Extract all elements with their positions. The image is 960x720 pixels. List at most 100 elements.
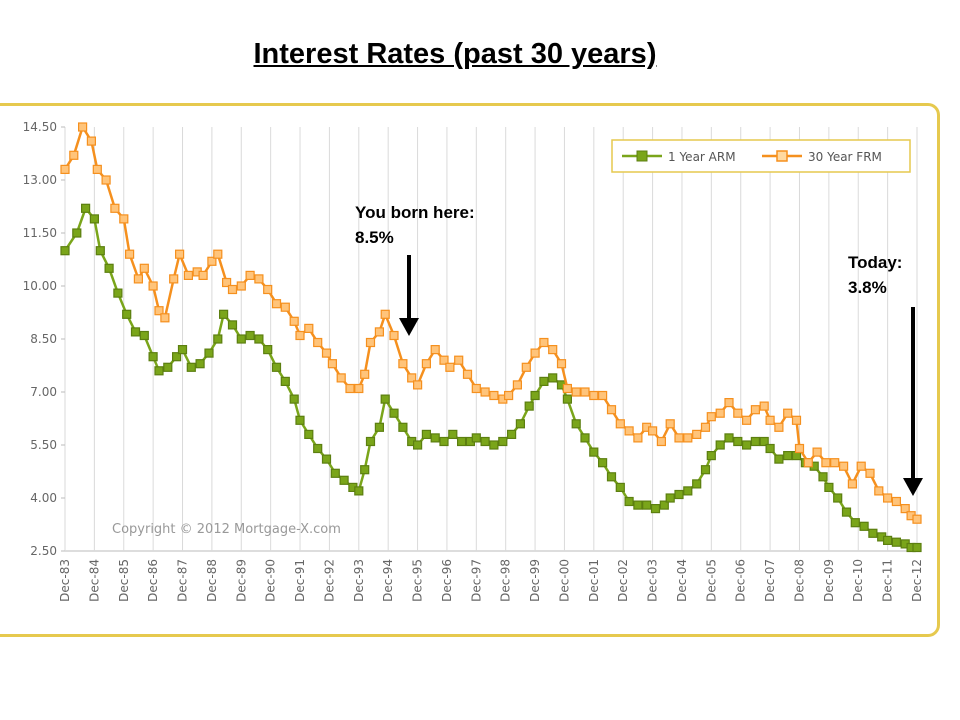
data-point: [204, 348, 214, 358]
data-point: [271, 362, 282, 372]
data-point: [759, 401, 769, 411]
x-tick-label: Dec-92: [322, 559, 336, 602]
data-point: [580, 433, 590, 443]
data-point: [530, 390, 540, 401]
data-point: [659, 500, 669, 510]
legend-marker-arm: [636, 150, 648, 162]
data-point: [741, 440, 752, 450]
data-point: [765, 415, 775, 425]
y-tick-label: 11.50: [23, 226, 57, 240]
data-point: [254, 274, 264, 284]
data-point: [213, 249, 223, 259]
x-tick-label: Dec-09: [822, 559, 836, 602]
data-point: [295, 415, 305, 425]
data-point: [195, 359, 205, 369]
legend-label-arm: 1 Year ARM: [668, 150, 736, 164]
data-point: [339, 475, 349, 485]
x-tick-label: Dec-00: [557, 559, 571, 602]
data-point: [706, 412, 716, 422]
annotation-today-line1: Today:: [848, 253, 903, 272]
data-point: [336, 373, 346, 383]
data-point: [530, 348, 540, 358]
x-tick-label: Dec-10: [851, 559, 865, 602]
x-axis-ticks: Dec-83 Dec-84 Dec-85 Dec-86 Dec-87 Dec-88 Dec-…: [58, 559, 924, 602]
data-point: [480, 436, 490, 447]
data-point: [398, 359, 408, 369]
data-point: [445, 362, 455, 372]
data-point: [207, 256, 217, 266]
chart-legend: 1 Year ARM 30 Year FRM: [611, 139, 911, 173]
data-point: [227, 284, 238, 295]
data-point: [86, 136, 97, 146]
data-point: [683, 486, 693, 496]
data-point: [101, 175, 111, 185]
data-point: [313, 337, 323, 348]
data-point: [750, 405, 761, 415]
y-tick-label: 13.00: [23, 173, 57, 187]
data-point: [430, 345, 440, 355]
data-point: [724, 398, 734, 408]
data-point: [321, 454, 332, 464]
x-tick-label: Dec-94: [381, 559, 395, 602]
y-tick-label: 4.00: [30, 491, 57, 505]
data-point: [615, 419, 625, 429]
annotation-born: You born here: 8.5%: [355, 200, 475, 250]
data-point: [198, 270, 208, 280]
data-point: [824, 482, 834, 492]
data-point: [254, 334, 264, 344]
data-point: [783, 408, 793, 418]
data-point: [597, 458, 608, 468]
data-point: [92, 164, 102, 174]
data-point: [421, 359, 431, 369]
data-point: [280, 376, 290, 386]
data-point: [912, 514, 922, 524]
y-tick-label: 7.00: [30, 385, 57, 399]
data-point: [407, 373, 417, 383]
x-tick-label: Dec-02: [616, 559, 630, 602]
copyright-text: Copyright © 2012 Mortgage-X.com: [112, 522, 341, 537]
data-point: [774, 422, 784, 432]
data-point: [124, 249, 135, 259]
arrow-today-icon: [903, 307, 923, 496]
x-tick-label: Dec-91: [293, 559, 307, 602]
data-point: [389, 330, 399, 341]
data-point: [365, 337, 376, 348]
data-point: [571, 419, 581, 429]
data-point: [119, 214, 129, 224]
series-1: [60, 122, 922, 524]
x-tick-label: Dec-98: [499, 559, 513, 602]
annotation-today-line2: 3.8%: [848, 278, 887, 297]
data-point: [60, 164, 70, 174]
data-point: [139, 330, 149, 341]
data-point: [454, 355, 464, 365]
x-tick-label: Dec-08: [792, 559, 806, 602]
data-point: [683, 433, 693, 443]
x-tick-label: Dec-03: [646, 559, 660, 602]
data-point: [562, 383, 573, 394]
data-point: [741, 415, 752, 425]
data-point: [471, 433, 481, 443]
data-point: [177, 345, 188, 355]
data-point: [706, 451, 716, 461]
data-point: [60, 246, 70, 256]
data-point: [524, 401, 534, 411]
data-point: [865, 468, 875, 478]
data-point: [389, 408, 399, 418]
data-point: [856, 461, 866, 471]
data-point: [548, 345, 558, 355]
data-point: [556, 359, 567, 369]
data-point: [818, 472, 828, 482]
data-point: [783, 451, 793, 461]
grid-layer: [61, 126, 920, 552]
series-line-1: [63, 124, 918, 521]
x-tick-label: Dec-89: [234, 559, 248, 602]
y-axis-ticks: 14.50 13.00 11.50 10.00 8.50 7.00 5.50 4.00 2.50: [23, 120, 57, 558]
data-point: [580, 387, 590, 397]
x-tick-label: Dec-96: [440, 559, 454, 602]
annotation-born-line1: You born here:: [355, 203, 475, 222]
data-point: [175, 249, 185, 259]
data-point: [521, 362, 531, 372]
data-point: [507, 429, 517, 439]
data-point: [589, 447, 599, 457]
data-point: [139, 263, 149, 273]
